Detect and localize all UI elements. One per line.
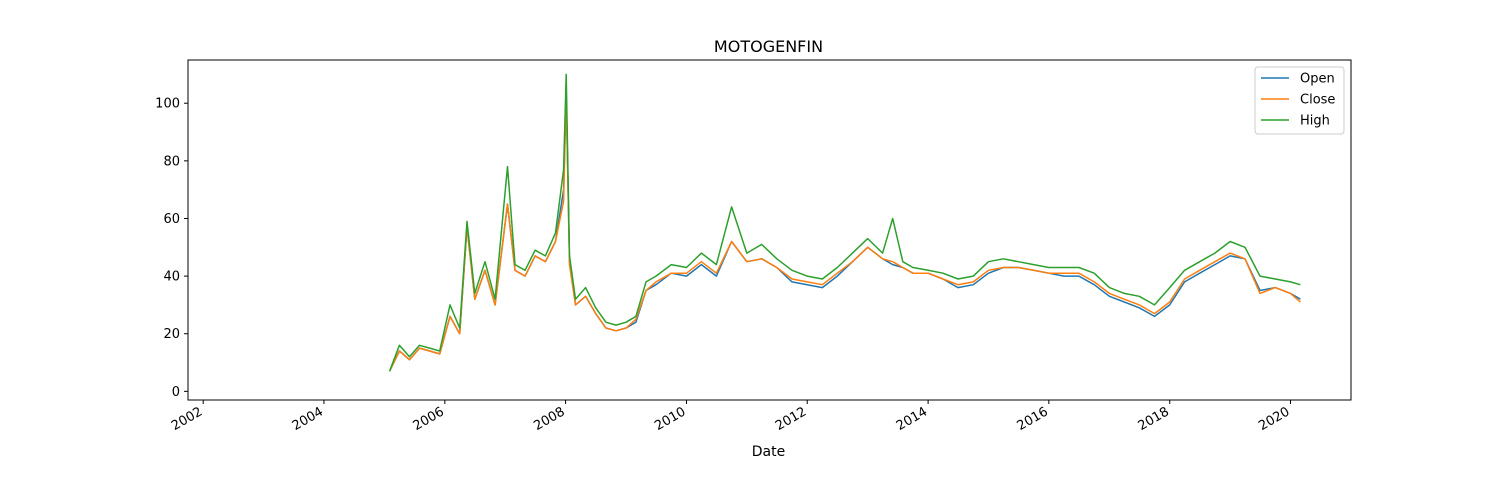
y-tick-label: 0	[172, 385, 180, 400]
y-tick-label: 80	[163, 154, 180, 169]
plot-series	[388, 73, 1301, 372]
series-line-high	[388, 73, 1301, 372]
chart-title: MOTOGENFIN	[714, 37, 823, 56]
legend-label-open: Open	[1300, 72, 1335, 87]
legend-label-high: High	[1300, 114, 1330, 129]
legend-label-close: Close	[1300, 93, 1335, 108]
y-tick-label: 40	[163, 270, 180, 285]
y-tick-label: 60	[163, 212, 180, 227]
y-tick-label: 100	[155, 97, 180, 112]
y-tick-label: 20	[163, 327, 180, 342]
legend: Open Close High	[1254, 66, 1345, 135]
plot-frame	[187, 59, 1352, 401]
y-axis: 0 20 40 60 80 100	[155, 97, 188, 400]
legend-box	[1254, 66, 1345, 135]
x-axis-label: Date	[752, 444, 785, 460]
series-line-close	[388, 93, 1301, 372]
